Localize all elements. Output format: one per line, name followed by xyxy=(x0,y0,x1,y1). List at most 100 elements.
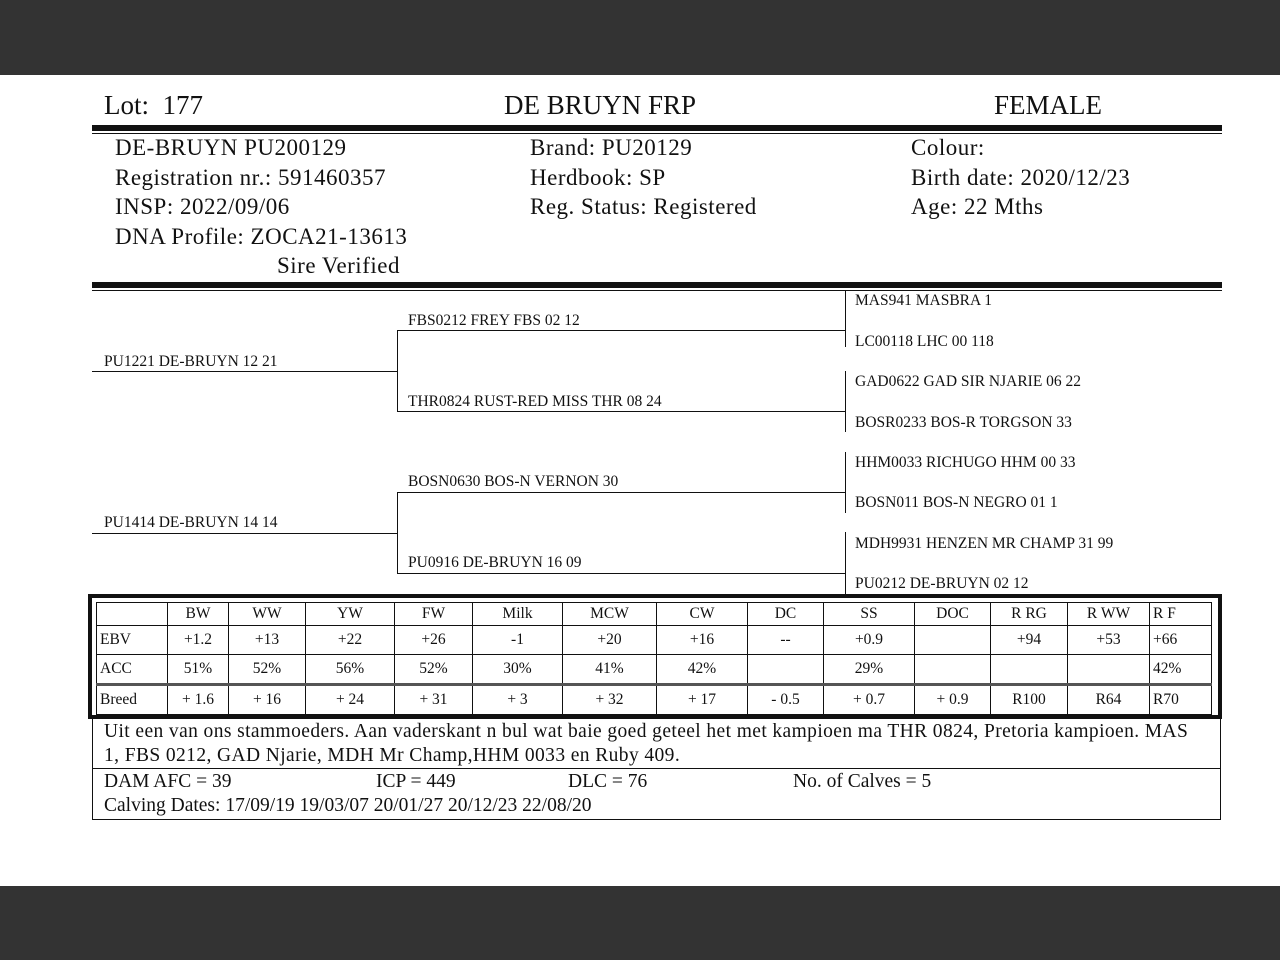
ebv-header-cell: DOC xyxy=(914,602,991,626)
breeder-name: DE BRUYN FRP xyxy=(504,90,697,120)
comments-box: Uit een van ons stammoeders. Aan vadersk… xyxy=(92,718,1221,820)
ebv-cell: -- xyxy=(747,625,824,655)
divider xyxy=(92,133,1222,134)
herdbook: Herdbook: SP xyxy=(530,165,666,190)
ebv-table-frame: BW WW YW FW Milk MCW CW DC SS DOC R RG R WW R F EBV +1… xyxy=(88,594,1222,719)
gen2-3: BOSN0630 BOS-N VERNON 30 xyxy=(408,473,619,490)
registration: Registration nr.: 591460357 xyxy=(115,165,386,190)
ebv-cell: 42% xyxy=(656,654,748,685)
ebv-cell xyxy=(990,654,1068,685)
ebv-cell: +13 xyxy=(228,625,306,655)
pedigree-line xyxy=(845,371,846,432)
ebv-cell: + 16 xyxy=(228,684,306,715)
ebv-cell: + 0.7 xyxy=(823,684,915,715)
ebv-cell: Breed xyxy=(96,684,168,715)
pedigree-line xyxy=(92,533,398,534)
ebv-cell: + 17 xyxy=(656,684,748,715)
icp: ICP = 449 xyxy=(376,771,456,792)
ebv-cell: +0.9 xyxy=(823,625,915,655)
ebv-cell: R64 xyxy=(1067,684,1150,715)
dam: PU1414 DE-BRUYN 14 14 xyxy=(104,514,278,531)
ebv-cell: + 31 xyxy=(394,684,473,715)
ebv-cell xyxy=(747,654,824,685)
pedigree-line xyxy=(397,492,398,574)
ebv-cell: +66 xyxy=(1149,625,1212,655)
dlc: DLC = 76 xyxy=(568,771,648,792)
ebv-cell: 52% xyxy=(228,654,306,685)
ebv-cell: 29% xyxy=(823,654,915,685)
ebv-header-cell: FW xyxy=(394,602,473,626)
ebv-cell: 41% xyxy=(562,654,657,685)
ebv-cell: -1 xyxy=(472,625,563,655)
ebv-cell: +22 xyxy=(305,625,395,655)
ebv-row: ACC 51% 52% 56% 52% 30% 41% 42% 29% 42% xyxy=(96,654,1212,685)
ebv-header-cell: R F xyxy=(1149,602,1212,626)
ebv-header-cell: Milk xyxy=(472,602,563,626)
brand: Brand: PU20129 xyxy=(530,135,693,160)
sex: FEMALE xyxy=(994,90,1102,120)
gen2-4: PU0916 DE-BRUYN 16 09 xyxy=(408,554,582,571)
reg-status: Reg. Status: Registered xyxy=(530,194,757,219)
ebv-cell: + 1.6 xyxy=(167,684,229,715)
ebv-cell: +1.2 xyxy=(167,625,229,655)
divider xyxy=(92,290,1222,291)
ebv-cell xyxy=(914,654,991,685)
ebv-cell: +53 xyxy=(1067,625,1150,655)
ebv-header-cell: SS xyxy=(823,602,915,626)
ebv-table: BW WW YW FW Milk MCW CW DC SS DOC R RG R WW R F EBV +1… xyxy=(96,602,1212,715)
ebv-header-cell: R WW xyxy=(1067,602,1150,626)
pedigree-line xyxy=(397,492,845,493)
ebv-row: EBV +1.2 +13 +22 +26 -1 +20 +16 -- +0.9 +94 +53 +66 xyxy=(96,625,1212,655)
gen3-5: HHM0033 RICHUGO HHM 00 33 xyxy=(855,454,1076,471)
ebv-cell: 56% xyxy=(305,654,395,685)
ebv-header-cell: CW xyxy=(656,602,748,626)
dam-afc: DAM AFC = 39 xyxy=(104,771,232,792)
ebv-cell: R70 xyxy=(1149,684,1212,715)
birth-date: Birth date: 2020/12/23 xyxy=(911,165,1131,190)
insp-date: INSP: 2022/09/06 xyxy=(115,194,290,219)
ebv-cell: +20 xyxy=(562,625,657,655)
animal-name: DE-BRUYN PU200129 xyxy=(115,135,347,160)
pedigree-line xyxy=(397,573,845,574)
ebv-cell: +26 xyxy=(394,625,473,655)
ebv-cell: R100 xyxy=(990,684,1068,715)
ebv-cell: 30% xyxy=(472,654,563,685)
divider xyxy=(93,768,1220,769)
ebv-cell: 42% xyxy=(1149,654,1212,685)
bottom-bar xyxy=(0,886,1280,960)
age: Age: 22 Mths xyxy=(911,194,1044,219)
ebv-cell: + 0.9 xyxy=(914,684,991,715)
sire: PU1221 DE-BRUYN 12 21 xyxy=(104,353,278,370)
divider xyxy=(92,125,1222,131)
ebv-cell: ACC xyxy=(96,654,168,685)
calving-dates: Calving Dates: 17/09/19 19/03/07 20/01/2… xyxy=(104,795,592,816)
gen3-4: BOSR0233 BOS-R TORGSON 33 xyxy=(855,414,1072,431)
colour: Colour: xyxy=(911,135,985,160)
pedigree-line xyxy=(397,330,845,331)
pedigree-line xyxy=(397,330,398,412)
ebv-cell: EBV xyxy=(96,625,168,655)
gen3-7: MDH9931 HENZEN MR CHAMP 31 99 xyxy=(855,535,1114,552)
ebv-cell: + 32 xyxy=(562,684,657,715)
gen3-3: GAD0622 GAD SIR NJARIE 06 22 xyxy=(855,373,1082,390)
ebv-header-cell: MCW xyxy=(562,602,657,626)
ebv-cell: - 0.5 xyxy=(747,684,824,715)
gen3-8: PU0212 DE-BRUYN 02 12 xyxy=(855,575,1029,592)
dna-profile: DNA Profile: ZOCA21-13613 xyxy=(115,224,408,249)
pedigree-line xyxy=(397,411,845,412)
ebv-cell: 51% xyxy=(167,654,229,685)
gen3-2: LC00118 LHC 00 118 xyxy=(855,333,994,350)
pedigree-line xyxy=(845,532,846,596)
pedigree-line xyxy=(845,452,846,513)
ebv-cell xyxy=(1067,654,1150,685)
ebv-header-row: BW WW YW FW Milk MCW CW DC SS DOC R RG R WW R F xyxy=(96,602,1212,626)
ebv-header-cell: YW xyxy=(305,602,395,626)
no-of-calves: No. of Calves = 5 xyxy=(793,771,932,792)
top-bar xyxy=(0,0,1280,75)
ebv-row: Breed + 1.6 + 16 + 24 + 31 + 3 + 32 + 17- 0.5 + … xyxy=(96,684,1212,715)
ebv-header-cell xyxy=(96,602,168,626)
gen3-1: MAS941 MASBRA 1 xyxy=(855,292,992,309)
pedigree-line xyxy=(92,371,398,372)
ebv-header-cell: DC xyxy=(747,602,824,626)
ebv-cell: + 24 xyxy=(305,684,395,715)
